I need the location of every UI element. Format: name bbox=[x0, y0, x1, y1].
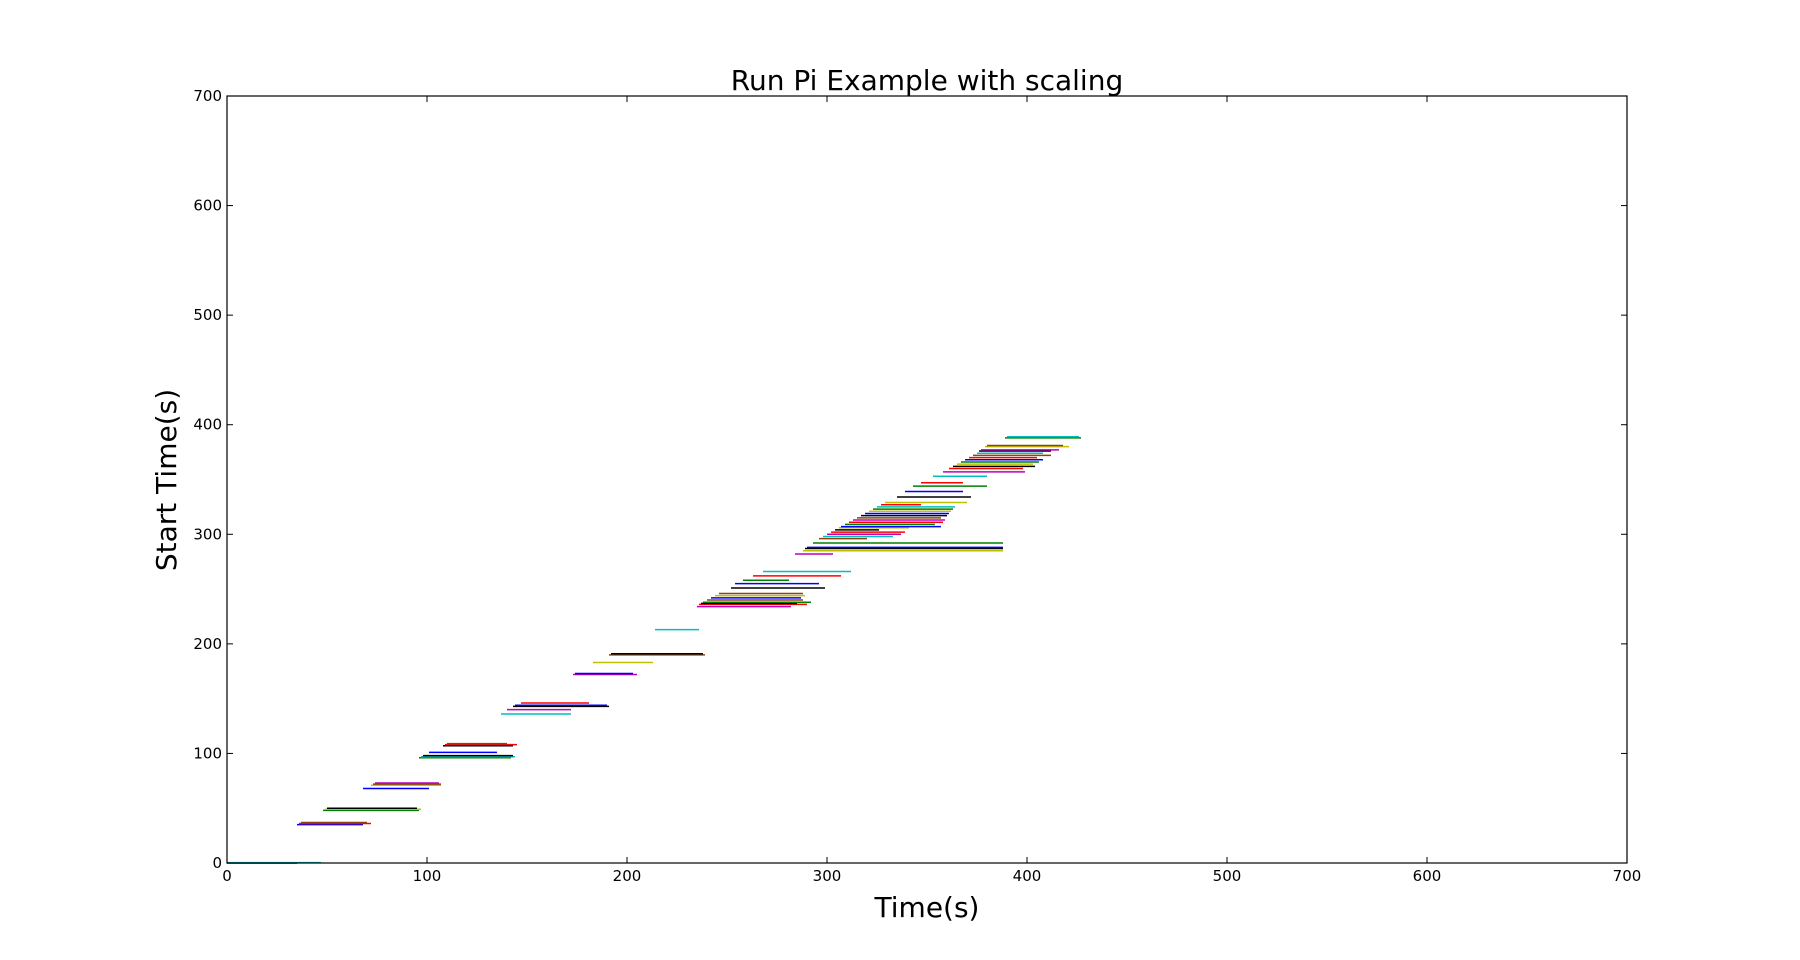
y-tick-label-4: 400 bbox=[193, 416, 222, 434]
y-tick-label-1: 100 bbox=[193, 744, 222, 762]
plot-frame bbox=[226, 95, 1628, 864]
y-tick-label-2: 200 bbox=[193, 635, 222, 653]
x-tick-label-6: 600 bbox=[1413, 867, 1442, 885]
y-axis-label: Start Time(s) bbox=[150, 389, 183, 571]
y-axis: 0 100 200 300 400 500 600 700 bbox=[193, 87, 1627, 872]
x-tick-label-3: 300 bbox=[813, 867, 842, 885]
x-tick-label-0: 0 bbox=[222, 867, 232, 885]
y-tick-label-3: 300 bbox=[193, 525, 222, 543]
x-axis: 0 100 200 300 400 500 600 700 bbox=[222, 96, 1641, 885]
x-tick-label-5: 500 bbox=[1213, 867, 1242, 885]
y-tick-label-7: 700 bbox=[193, 87, 222, 105]
x-axis-label: Time(s) bbox=[874, 891, 980, 924]
x-tick-label-2: 200 bbox=[613, 867, 642, 885]
y-tick-label-5: 500 bbox=[193, 306, 222, 324]
x-tick-label-4: 400 bbox=[1013, 867, 1042, 885]
x-tick-label-1: 100 bbox=[413, 867, 442, 885]
y-tick-label-6: 600 bbox=[193, 197, 222, 215]
chart-title: Run Pi Example with scaling bbox=[731, 64, 1123, 97]
y-tick-label-0: 0 bbox=[212, 854, 222, 872]
plot-lines bbox=[227, 436, 1081, 864]
x-tick-label-7: 700 bbox=[1613, 867, 1642, 885]
